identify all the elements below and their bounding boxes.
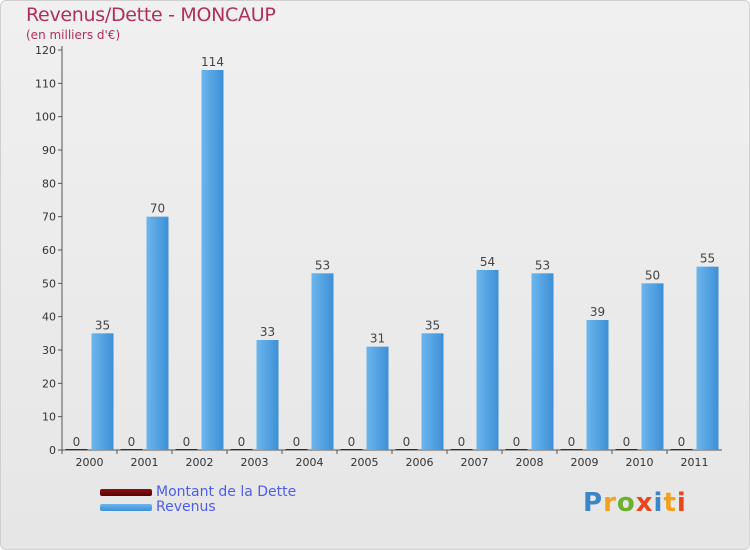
y-tick-label: 0: [49, 444, 56, 457]
proxiti-logo: Proxiti: [583, 488, 687, 518]
legend-swatch-debt: [100, 489, 152, 496]
bar-debt[interactable]: [615, 449, 638, 450]
bar-debt[interactable]: [505, 449, 528, 450]
bar-revenus[interactable]: [201, 70, 224, 450]
bar-debt[interactable]: [65, 449, 88, 450]
bar-debt[interactable]: [230, 449, 253, 450]
y-tick-label: 60: [42, 244, 56, 257]
data-label-debt: 0: [678, 435, 686, 449]
x-tick-label: 2000: [76, 456, 104, 469]
bar-revenus[interactable]: [476, 270, 499, 450]
bar-debt[interactable]: [450, 449, 473, 450]
bar-revenus[interactable]: [366, 346, 389, 450]
data-label-debt: 0: [623, 435, 631, 449]
x-tick-label: 2011: [681, 456, 709, 469]
x-tick-label: 2010: [626, 456, 654, 469]
y-tick-label: 40: [42, 311, 56, 324]
data-label-debt: 0: [513, 435, 521, 449]
y-tick-label: 120: [35, 44, 56, 57]
y-tick-label: 10: [42, 411, 56, 424]
bar-debt[interactable]: [175, 449, 198, 450]
bar-debt[interactable]: [670, 449, 693, 450]
legend-swatch-revenus: [100, 504, 152, 511]
y-tick-label: 110: [35, 77, 56, 90]
data-label-revenus: 54: [480, 255, 495, 269]
data-label-debt: 0: [73, 435, 81, 449]
data-label-debt: 0: [403, 435, 411, 449]
y-tick-label: 100: [35, 111, 56, 124]
data-label-revenus: 35: [95, 318, 110, 332]
bar-revenus[interactable]: [311, 273, 334, 450]
chart-title: Revenus/Dette - MONCAUP: [26, 4, 276, 26]
bar-debt[interactable]: [395, 449, 418, 450]
x-tick-label: 2002: [186, 456, 214, 469]
data-label-debt: 0: [128, 435, 136, 449]
data-label-debt: 0: [238, 435, 246, 449]
chart-subtitle: (en milliers d'€): [26, 28, 121, 42]
bar-debt[interactable]: [560, 449, 583, 450]
legend-label-debt: Montant de la Dette: [156, 484, 297, 500]
data-label-revenus: 31: [370, 332, 385, 346]
y-tick-label: 90: [42, 144, 56, 157]
data-label-debt: 0: [293, 435, 301, 449]
x-tick-label: 2007: [461, 456, 489, 469]
y-tick-label: 30: [42, 344, 56, 357]
data-label-revenus: 39: [590, 305, 605, 319]
x-tick-label: 2003: [241, 456, 269, 469]
bar-revenus[interactable]: [256, 340, 279, 450]
bar-debt[interactable]: [285, 449, 308, 450]
x-tick-label: 2004: [296, 456, 324, 469]
bars-group: [65, 70, 719, 450]
data-label-debt: 0: [568, 435, 576, 449]
bar-revenus[interactable]: [146, 216, 169, 450]
x-tick-label: 2005: [351, 456, 379, 469]
y-tick-label: 50: [42, 277, 56, 290]
labels-group: 2000 0 35 2001 0 70 2002 0 114 2003 0 33 2004 0 53 2005…: [73, 55, 715, 469]
data-label-debt: 0: [458, 435, 466, 449]
data-label-debt: 0: [183, 435, 191, 449]
x-tick-label: 2001: [131, 456, 159, 469]
bar-revenus[interactable]: [91, 333, 114, 450]
data-label-debt: 0: [348, 435, 356, 449]
bar-revenus[interactable]: [586, 320, 609, 450]
data-label-revenus: 55: [700, 252, 715, 266]
data-label-revenus: 70: [150, 202, 165, 216]
data-label-revenus: 53: [535, 258, 550, 272]
legend: Montant de la Dette Revenus: [100, 485, 296, 515]
y-tick-label: 70: [42, 211, 56, 224]
x-tick-label: 2006: [406, 456, 434, 469]
bar-debt[interactable]: [340, 449, 363, 450]
data-label-revenus: 50: [645, 268, 660, 282]
x-tick-label: 2008: [516, 456, 544, 469]
legend-item-debt[interactable]: Montant de la Dette: [100, 485, 296, 500]
data-label-revenus: 53: [315, 258, 330, 272]
bar-revenus[interactable]: [421, 333, 444, 450]
data-label-revenus: 114: [201, 55, 224, 69]
legend-item-revenus[interactable]: Revenus: [100, 500, 296, 515]
y-tick-label: 80: [42, 177, 56, 190]
axes: 0 10 20 30 40 50 60 70 80 90 100 110 120: [35, 44, 722, 457]
data-label-revenus: 35: [425, 318, 440, 332]
bar-debt[interactable]: [120, 449, 143, 450]
y-tick-label: 20: [42, 377, 56, 390]
legend-label-revenus: Revenus: [156, 499, 216, 515]
bar-revenus[interactable]: [696, 266, 719, 450]
x-tick-label: 2009: [571, 456, 599, 469]
bar-revenus[interactable]: [641, 283, 664, 450]
bar-revenus[interactable]: [531, 273, 554, 450]
data-label-revenus: 33: [260, 325, 275, 339]
